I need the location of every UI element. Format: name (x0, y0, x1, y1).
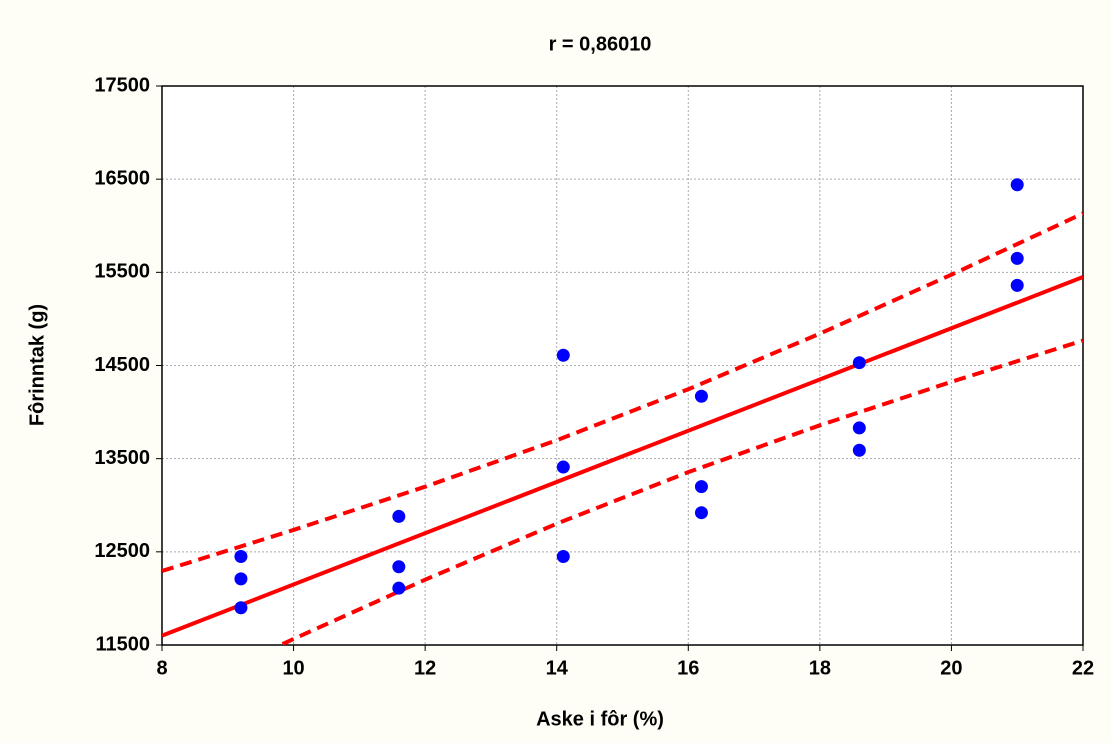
data-point (234, 549, 248, 563)
data-point (852, 443, 866, 457)
data-point (392, 581, 406, 595)
x-tick-label: 20 (940, 657, 962, 679)
data-point (1010, 178, 1024, 192)
data-point (556, 549, 570, 563)
x-tick-label: 10 (282, 657, 304, 679)
y-tick-label: 14500 (94, 354, 150, 376)
data-point (234, 572, 248, 586)
data-point (1010, 278, 1024, 292)
y-tick-label: 11500 (95, 633, 150, 655)
x-tick-label: 8 (156, 657, 167, 679)
data-point (694, 389, 708, 403)
x-axis-title: Aske i fôr (%) (536, 708, 664, 730)
confidence-band (275, 338, 1083, 645)
data-point (1010, 251, 1024, 265)
x-tick-label: 22 (1072, 657, 1094, 679)
y-tick-label: 16500 (94, 167, 150, 189)
data-point (392, 509, 406, 523)
y-tick-label: 17500 (94, 74, 150, 96)
y-tick-label: 15500 (94, 261, 150, 283)
data-point (694, 506, 708, 520)
chart-title: r = 0,86010 (549, 33, 652, 55)
data-point (556, 348, 570, 362)
confidence-band (162, 211, 1083, 573)
x-tick-label: 14 (546, 657, 569, 679)
plot-frame (161, 85, 1084, 646)
data-point (392, 560, 406, 574)
data-point (852, 356, 866, 370)
y-axis-title: Fôrinntak (g) (26, 304, 48, 426)
x-tick-label: 18 (809, 657, 831, 679)
data-point (234, 601, 248, 615)
plot-layer (162, 178, 1083, 645)
x-tick-label: 12 (414, 657, 436, 679)
y-tick-label: 12500 (94, 540, 150, 562)
y-tick-label: 13500 (94, 447, 150, 469)
x-tick-label: 16 (677, 657, 699, 679)
data-point (694, 480, 708, 494)
data-point (556, 460, 570, 474)
data-point (852, 421, 866, 435)
regression-line (162, 275, 1083, 638)
